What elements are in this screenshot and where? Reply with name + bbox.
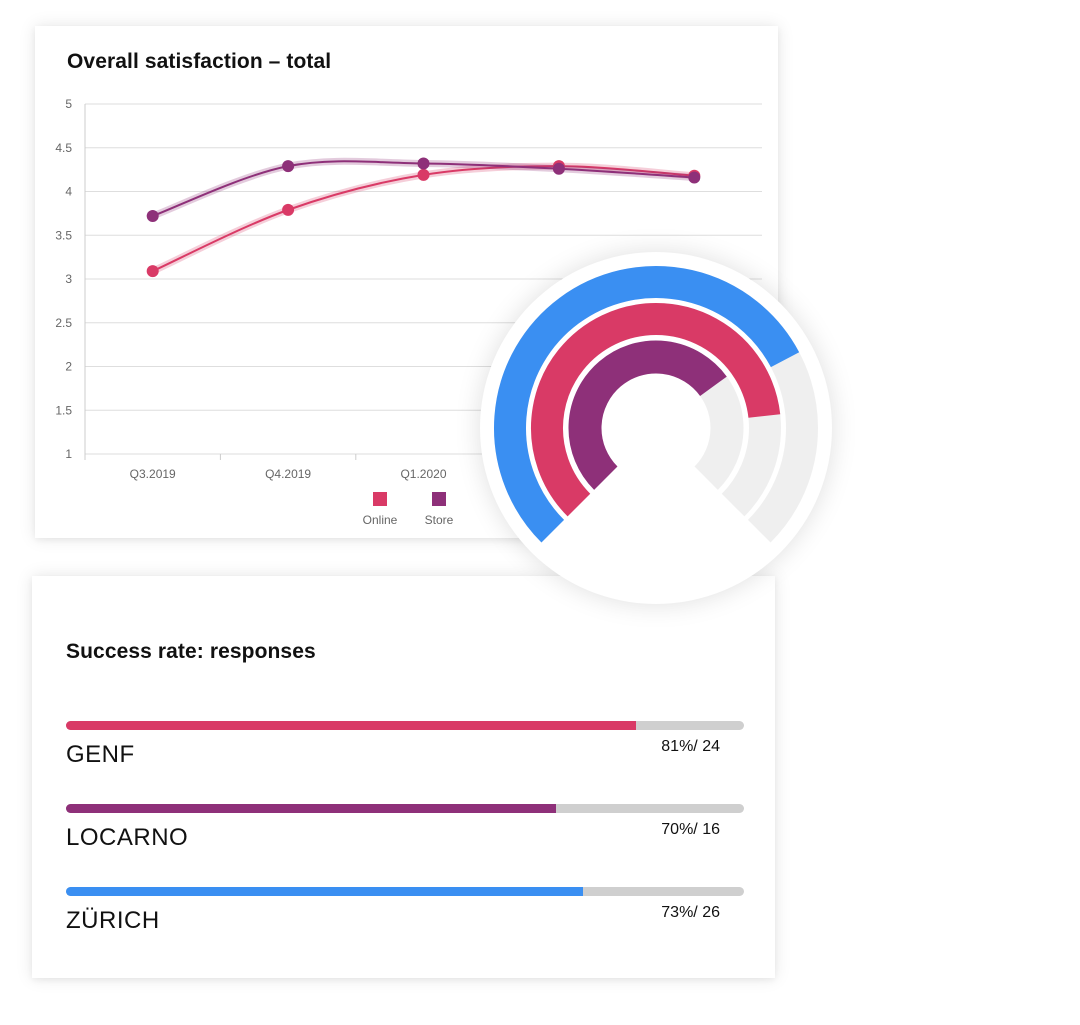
progress-track xyxy=(66,804,744,813)
legend-label-store[interactable]: Store xyxy=(425,513,454,527)
value-label-locarno: 70%/ 16 xyxy=(661,821,720,838)
data-point-store[interactable] xyxy=(688,171,701,184)
x-tick-label: Q3.2019 xyxy=(130,467,176,481)
success-rate-card: Success rate: responses GENF 81%/ 24 LOC… xyxy=(32,576,775,978)
y-tick-label: 3.5 xyxy=(55,228,72,242)
y-tick-label: 3 xyxy=(65,272,72,286)
success-row-zurich: ZÜRICH 73%/ 26 xyxy=(66,887,744,957)
data-point-store[interactable] xyxy=(552,162,565,175)
radial-bar-2 xyxy=(494,266,800,543)
radial-bar-1 xyxy=(568,340,727,490)
radial-progress-badge xyxy=(480,252,832,604)
radial-bar-0 xyxy=(531,303,781,517)
y-tick-label: 1 xyxy=(65,447,72,461)
progress-fill-genf xyxy=(66,721,636,730)
progress-fill-zurich xyxy=(66,887,583,896)
x-tick-label: Q4.2019 xyxy=(265,467,311,481)
city-label-genf: GENF xyxy=(66,741,135,768)
y-tick-label: 4.5 xyxy=(55,141,72,155)
y-tick-label: 5 xyxy=(65,97,72,111)
data-point-store[interactable] xyxy=(417,157,430,170)
legend-swatch-online[interactable] xyxy=(373,492,387,506)
progress-track xyxy=(66,721,744,730)
data-point-online[interactable] xyxy=(417,168,430,181)
success-row-locarno: LOCARNO 70%/ 16 xyxy=(66,804,744,874)
success-row-genf: GENF 81%/ 24 xyxy=(66,721,744,791)
y-tick-label: 1.5 xyxy=(55,403,72,417)
satisfaction-chart-title: Overall satisfaction – total xyxy=(67,50,332,73)
value-label-genf: 81%/ 24 xyxy=(661,738,720,755)
legend-swatch-store[interactable] xyxy=(432,492,446,506)
y-tick-label: 4 xyxy=(65,185,72,199)
data-point-online[interactable] xyxy=(282,203,295,216)
x-tick-label: Q1.2020 xyxy=(400,467,446,481)
value-label-zurich: 73%/ 26 xyxy=(661,904,720,921)
progress-track xyxy=(66,887,744,896)
data-point-online[interactable] xyxy=(146,265,159,278)
progress-fill-locarno xyxy=(66,804,557,813)
city-label-zurich: ZÜRICH xyxy=(66,907,160,934)
data-point-store[interactable] xyxy=(282,160,295,173)
y-tick-label: 2.5 xyxy=(55,316,72,330)
radial-bar-chart xyxy=(494,266,818,543)
y-tick-label: 2 xyxy=(65,360,72,374)
success-rate-title: Success rate: responses xyxy=(66,640,316,663)
city-label-locarno: LOCARNO xyxy=(66,824,189,851)
data-point-store[interactable] xyxy=(146,210,159,222)
legend-label-online[interactable]: Online xyxy=(363,513,398,527)
